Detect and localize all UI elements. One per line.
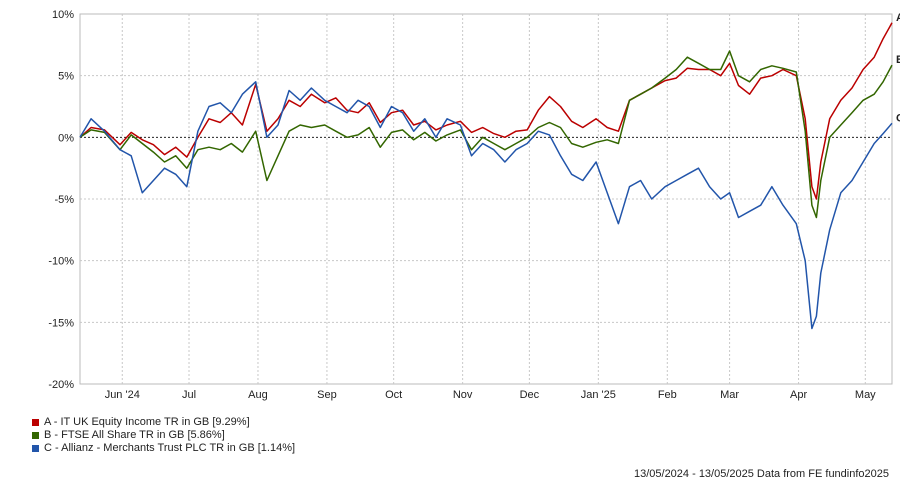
legend-label: B - FTSE All Share TR in GB [5.86%] xyxy=(44,429,225,441)
y-tick-label: -15% xyxy=(48,317,74,329)
x-tick-label: Sep xyxy=(317,389,337,401)
y-tick-label: 0% xyxy=(58,132,74,144)
legend-item: B - FTSE All Share TR in GB [5.86%] xyxy=(32,429,295,442)
series-end-label-b: B xyxy=(896,54,900,66)
series-lines xyxy=(79,22,893,330)
y-tick-label: -5% xyxy=(54,194,74,206)
series-end-label-c: C xyxy=(896,112,900,124)
y-tick-label: -20% xyxy=(48,379,74,391)
series-line-a xyxy=(79,22,893,200)
x-tick-label: Apr xyxy=(790,389,807,401)
series-line-c xyxy=(79,81,893,330)
x-tick-label: Jul xyxy=(182,389,196,401)
y-tick-label: 10% xyxy=(52,9,74,21)
grid-lines xyxy=(80,14,892,384)
x-tick-label: Dec xyxy=(520,389,540,401)
footer-date-range: 13/05/2024 - 13/05/2025 Data from FE fun… xyxy=(633,468,889,480)
x-tick-label: Nov xyxy=(453,389,473,401)
x-tick-label: Oct xyxy=(385,389,402,401)
series-end-label-a: A xyxy=(896,12,900,24)
legend-item: A - IT UK Equity Income TR in GB [9.29%] xyxy=(32,416,295,429)
axis-ticks: 10% 5% 0% -5% -10% -15% -20% Jun '24 Jul Aug Sep Oc… xyxy=(48,9,876,401)
series-line-b xyxy=(79,50,893,219)
x-tick-label: Aug xyxy=(248,389,268,401)
legend: A - IT UK Equity Income TR in GB [9.29%]… xyxy=(32,416,295,455)
y-tick-label: -10% xyxy=(48,256,74,268)
legend-swatch xyxy=(32,445,39,452)
line-chart: 10% 5% 0% -5% -10% -15% -20% Jun '24 Jul Aug Sep Oc… xyxy=(48,9,900,401)
y-tick-label: 5% xyxy=(58,71,74,83)
legend-label: A - IT UK Equity Income TR in GB [9.29%] xyxy=(44,416,250,428)
end-labels: A B C xyxy=(896,12,900,125)
x-tick-label: May xyxy=(855,389,876,401)
legend-swatch xyxy=(32,419,39,426)
x-tick-label: Mar xyxy=(720,389,739,401)
legend-item: C - Allianz - Merchants Trust PLC TR in … xyxy=(32,442,295,455)
x-tick-label: Jan '25 xyxy=(581,389,616,401)
x-tick-label: Feb xyxy=(658,389,677,401)
x-tick-label: Jun '24 xyxy=(105,389,140,401)
legend-swatch xyxy=(32,432,39,439)
legend-label: C - Allianz - Merchants Trust PLC TR in … xyxy=(44,442,296,454)
